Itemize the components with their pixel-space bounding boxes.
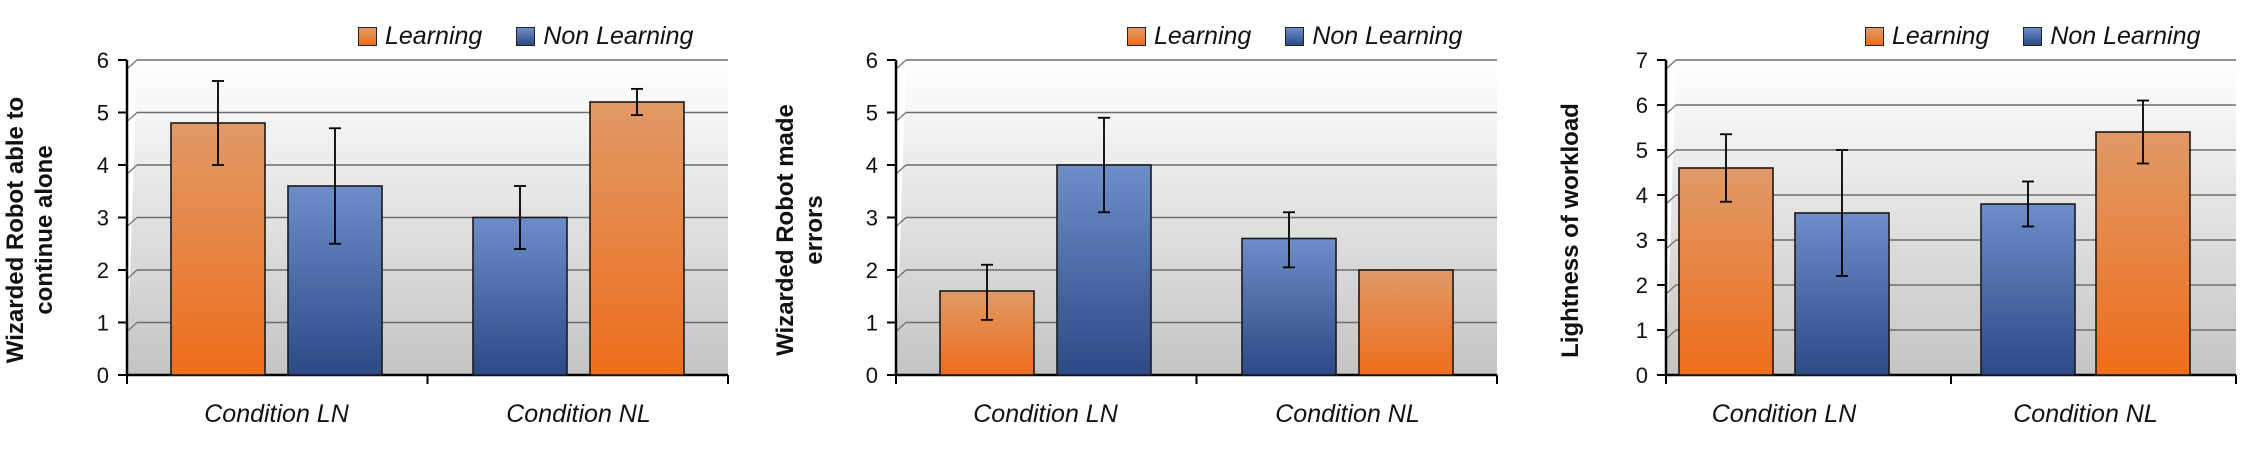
y-axis-label: Lightness of workload	[1556, 102, 1584, 358]
y-tick-label: 3	[97, 206, 109, 231]
chart-3: 0 1 2 3 4 5 6 7 Condition LN Condition NL	[1636, 48, 2237, 428]
legend-non-learning: Non Learning	[2023, 22, 2200, 51]
bar-learning	[589, 101, 685, 376]
error-bar	[1098, 116, 1110, 214]
y-tick-label: 5	[97, 101, 109, 126]
legend-label: Non Learning	[2050, 22, 2201, 50]
error-bar	[1283, 211, 1295, 269]
y-tick-label: 1	[1636, 318, 1648, 343]
legend: Learning Non Learning	[1127, 22, 1496, 51]
error-bar	[329, 127, 341, 245]
x-category-label: Condition NL	[2013, 400, 2158, 428]
legend-non-learning: Non Learning	[516, 22, 693, 51]
legend-swatch	[358, 27, 377, 46]
legend-learning: Learning	[358, 22, 482, 51]
legend-label: Non Learning	[1312, 22, 1463, 50]
x-category-label: Condition LN	[973, 400, 1118, 428]
y-tick-label: 4	[97, 153, 109, 178]
legend-swatch	[1285, 27, 1305, 46]
x-category-label: Condition LN	[204, 400, 349, 428]
bar-learning	[1358, 269, 1454, 376]
y-tick-label: 1	[866, 311, 878, 336]
error-bar	[2022, 180, 2034, 228]
y-axis-label: Wizarded Robot made errors	[771, 104, 828, 356]
y-tick-label: 6	[866, 48, 878, 73]
y-tick-label: 0	[97, 363, 109, 388]
y-tick-label: 4	[866, 153, 878, 178]
y-tick-label: 0	[866, 363, 878, 388]
legend-non-learning: Non Learning	[1285, 22, 1462, 51]
error-bar	[2137, 99, 2149, 165]
bar-learning	[170, 122, 266, 376]
legend: Learning Non Learning	[358, 22, 727, 51]
y-tick-label: 2	[866, 258, 878, 283]
y-tick-label: 4	[1636, 183, 1648, 208]
error-bar	[981, 263, 993, 321]
y-tick-label: 2	[97, 258, 109, 283]
y-tick-label: 1	[97, 311, 109, 336]
bar-learning	[2095, 131, 2191, 376]
chart-2: 0 1 2 3 4 5 6 Condition LN Condition NL	[866, 48, 1498, 428]
y-tick-label: 2	[1636, 273, 1648, 298]
legend: Learning Non Learning	[1865, 22, 2234, 51]
legend-label: Learning	[385, 22, 483, 50]
x-category-label: Condition NL	[506, 400, 651, 428]
y-tick-label: 3	[866, 206, 878, 231]
error-bar	[212, 80, 224, 166]
error-bar	[631, 87, 643, 117]
error-bar	[1836, 149, 1848, 277]
legend-learning: Learning	[1127, 22, 1251, 51]
y-tick-label: 3	[1636, 228, 1648, 253]
legend-swatch	[516, 27, 536, 46]
error-bar	[514, 185, 526, 250]
y-tick-label: 0	[1636, 363, 1648, 388]
y-tick-label: 7	[1636, 48, 1648, 73]
legend-label: Learning	[1892, 22, 1990, 50]
y-tick-label: 6	[1636, 93, 1648, 118]
y-tick-label: 6	[97, 48, 109, 73]
legend-label: Learning	[1154, 22, 1252, 50]
y-tick-label: 5	[1636, 138, 1648, 163]
legend-swatch	[1127, 27, 1146, 46]
legend-swatch	[2023, 27, 2043, 46]
error-bar	[1720, 133, 1732, 203]
bar-non-learning	[1980, 203, 2076, 376]
legend-label: Non Learning	[543, 22, 694, 50]
x-category-label: Condition LN	[1712, 400, 1857, 428]
x-category-label: Condition NL	[1275, 400, 1420, 428]
y-axis-label: Wizarded Robot able to continue alone	[2, 96, 59, 364]
legend-learning: Learning	[1865, 22, 1989, 51]
legend-swatch	[1865, 27, 1884, 46]
chart-1: 0 1 2 3 4 5 6 Condition LN Condition NL	[97, 48, 729, 428]
y-tick-label: 5	[866, 101, 878, 126]
